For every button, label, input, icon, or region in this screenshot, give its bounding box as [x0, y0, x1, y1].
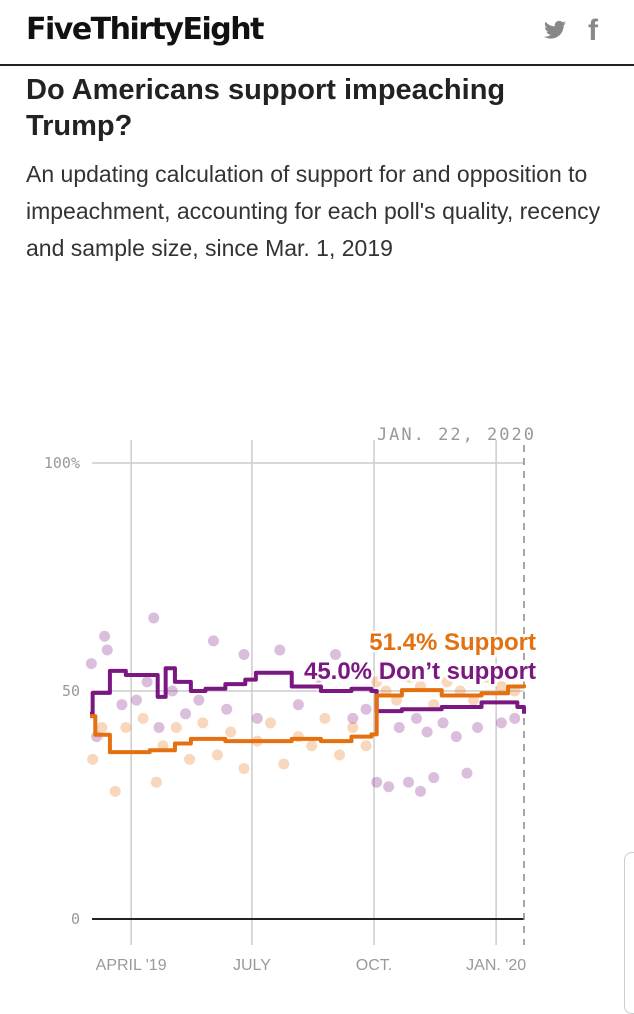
poll-dot	[292, 699, 304, 711]
poll-dot	[85, 658, 97, 670]
side-tab[interactable]	[624, 852, 634, 1014]
poll-dot	[221, 703, 233, 715]
date-marker-label: JAN. 22, 2020	[377, 425, 536, 445]
poll-dot	[371, 776, 383, 788]
poll-dot	[371, 676, 383, 688]
poll-dot	[495, 717, 507, 729]
support-label: 51.4% Support	[369, 629, 536, 656]
poll-dot	[347, 721, 359, 733]
poll-dot	[414, 785, 426, 797]
poll-dot	[251, 712, 263, 724]
x-tick-label: JULY	[233, 957, 271, 974]
facebook-icon[interactable]: f	[588, 14, 598, 47]
poll-dot	[166, 685, 178, 697]
poll-dot	[312, 671, 324, 683]
poll-dot	[410, 712, 422, 724]
poll-dot	[274, 644, 286, 656]
poll-dot	[481, 671, 493, 683]
oppose-label: 45.0% Don’t support	[304, 658, 536, 685]
y-tick-label: 50	[62, 682, 80, 700]
trend-line-support	[90, 684, 526, 755]
poll-dot	[153, 721, 165, 733]
twitter-icon[interactable]	[542, 18, 568, 49]
page-subtitle: An updating calculation of support for a…	[26, 161, 601, 261]
poll-dot	[421, 726, 433, 738]
poll-dot	[238, 649, 250, 661]
poll-dot	[109, 785, 121, 797]
poll-dot	[265, 717, 277, 729]
poll-dot	[437, 717, 449, 729]
poll-dot	[99, 630, 111, 642]
poll-dot	[360, 703, 372, 715]
poll-dot	[360, 740, 372, 752]
x-tick-label: APRIL '19	[96, 957, 167, 974]
page-title: Do Americans support impeaching Trump?	[26, 74, 506, 142]
poll-dot	[184, 753, 196, 765]
poll-dot	[383, 781, 395, 793]
poll-dot	[472, 721, 484, 733]
site-header: FiveThirtyEight f	[0, 0, 634, 66]
poll-dot	[330, 649, 342, 661]
poll-dot	[180, 708, 192, 720]
poll-dot	[393, 721, 405, 733]
poll-dot	[96, 721, 108, 733]
poll-dot	[404, 671, 416, 683]
poll-dot	[116, 699, 128, 711]
poll-dot	[403, 776, 415, 788]
poll-dot	[120, 721, 132, 733]
x-tick-label: OCT.	[356, 957, 392, 974]
y-tick-label: 100%	[44, 454, 80, 472]
poll-dot	[141, 676, 153, 688]
trend-line-don-t-support	[90, 666, 526, 716]
poll-dot	[278, 758, 290, 770]
poll-dot	[319, 712, 331, 724]
poll-dot	[450, 731, 462, 743]
poll-dot	[347, 712, 359, 724]
x-tick-label: JAN. '20	[466, 957, 526, 974]
poll-dot	[306, 740, 318, 752]
poll-dot	[495, 680, 507, 692]
poll-dot	[461, 767, 473, 779]
poll-dot	[197, 717, 209, 729]
poll-dot	[101, 644, 113, 656]
poll-dot	[225, 726, 237, 738]
y-tick-label: 0	[71, 910, 80, 928]
poll-dot	[211, 749, 223, 761]
poll-dot	[509, 712, 521, 724]
poll-dot	[238, 763, 250, 775]
poll-dot	[193, 694, 205, 706]
logo[interactable]: FiveThirtyEight	[26, 12, 264, 47]
poll-dot	[334, 749, 346, 761]
poll-dot	[150, 776, 162, 788]
poll-dot	[428, 772, 440, 784]
poll-dot	[170, 721, 182, 733]
poll-dot	[130, 694, 142, 706]
poll-dot	[441, 676, 453, 688]
poll-dot	[148, 612, 160, 624]
poll-dot	[207, 635, 219, 647]
poll-dot	[87, 753, 99, 765]
poll-dot	[137, 712, 149, 724]
